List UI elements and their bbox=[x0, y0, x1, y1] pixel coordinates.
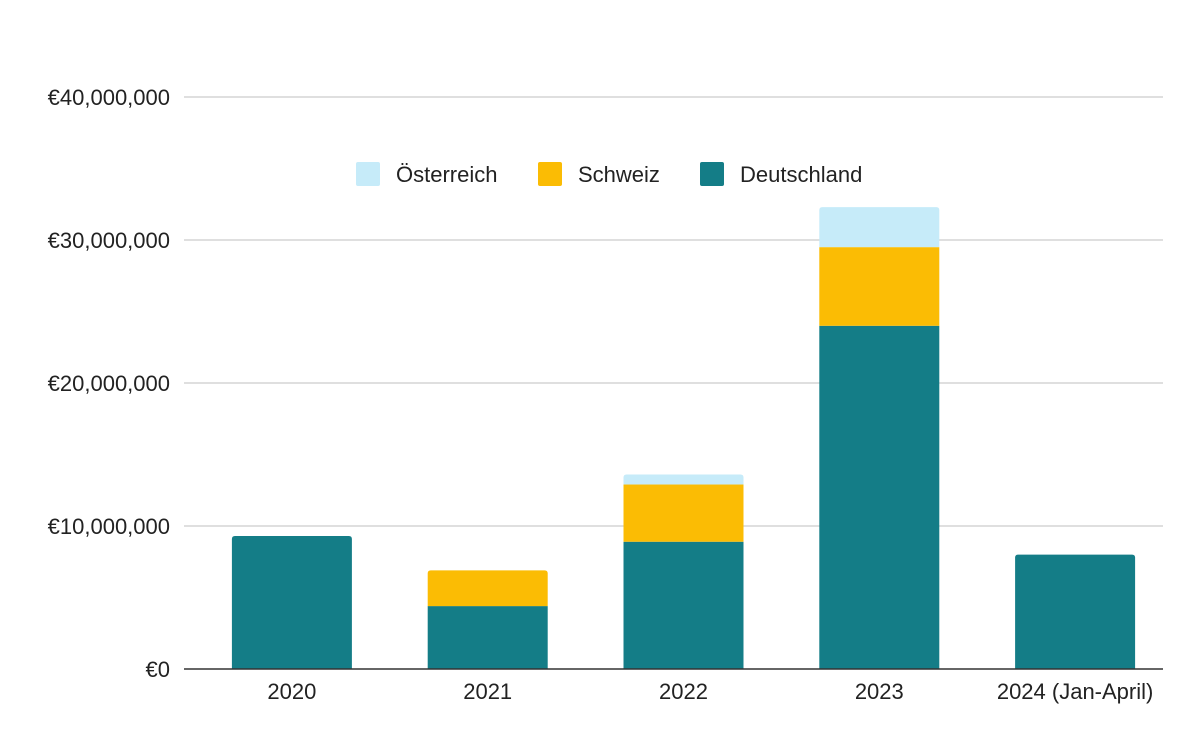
bar bbox=[427, 606, 548, 669]
bar bbox=[623, 474, 744, 485]
legend-swatch bbox=[538, 162, 562, 186]
bar-segment bbox=[819, 207, 940, 248]
legend: Österreich Schweiz Deutschland bbox=[356, 162, 862, 187]
y-tick-label: €40,000,000 bbox=[48, 85, 170, 110]
bars bbox=[231, 207, 1136, 669]
bar-segment bbox=[819, 325, 940, 669]
bar bbox=[427, 570, 548, 607]
bar bbox=[623, 484, 744, 542]
y-tick-label: €20,000,000 bbox=[48, 371, 170, 396]
bar bbox=[819, 247, 940, 326]
x-tick-label: 2024 (Jan-April) bbox=[997, 679, 1154, 704]
bar bbox=[231, 536, 352, 669]
legend-label: Schweiz bbox=[578, 162, 660, 187]
y-axis-tick-labels: €0 €10,000,000 €20,000,000 €30,000,000 €40,0… bbox=[48, 85, 170, 682]
legend-label: Deutschland bbox=[740, 162, 862, 187]
bar-segment bbox=[623, 484, 744, 542]
gridlines bbox=[184, 96, 1163, 527]
y-tick-label: €0 bbox=[146, 657, 170, 682]
bar bbox=[819, 207, 940, 248]
x-tick-label: 2022 bbox=[659, 679, 708, 704]
x-axis-tick-labels: 2020 2021 2022 2023 2024 (Jan-April) bbox=[267, 679, 1153, 704]
legend-item: Österreich bbox=[356, 162, 497, 187]
legend-swatch bbox=[356, 162, 380, 186]
bar-segment bbox=[231, 536, 352, 669]
bar bbox=[819, 325, 940, 669]
bar bbox=[623, 541, 744, 669]
x-tick-label: 2023 bbox=[855, 679, 904, 704]
legend-swatch bbox=[700, 162, 724, 186]
y-tick-label: €10,000,000 bbox=[48, 514, 170, 539]
legend-label: Österreich bbox=[396, 162, 497, 187]
bar-segment bbox=[427, 570, 548, 607]
bar-segment bbox=[819, 247, 940, 326]
bar bbox=[1015, 554, 1136, 669]
legend-item: Schweiz bbox=[538, 162, 660, 187]
x-tick-label: 2020 bbox=[267, 679, 316, 704]
x-tick-label: 2021 bbox=[463, 679, 512, 704]
y-tick-label: €30,000,000 bbox=[48, 228, 170, 253]
bar-segment bbox=[1015, 554, 1136, 669]
bar-segment bbox=[623, 474, 744, 485]
bar-segment bbox=[427, 606, 548, 669]
legend-item: Deutschland bbox=[700, 162, 862, 187]
bar-segment bbox=[623, 541, 744, 669]
